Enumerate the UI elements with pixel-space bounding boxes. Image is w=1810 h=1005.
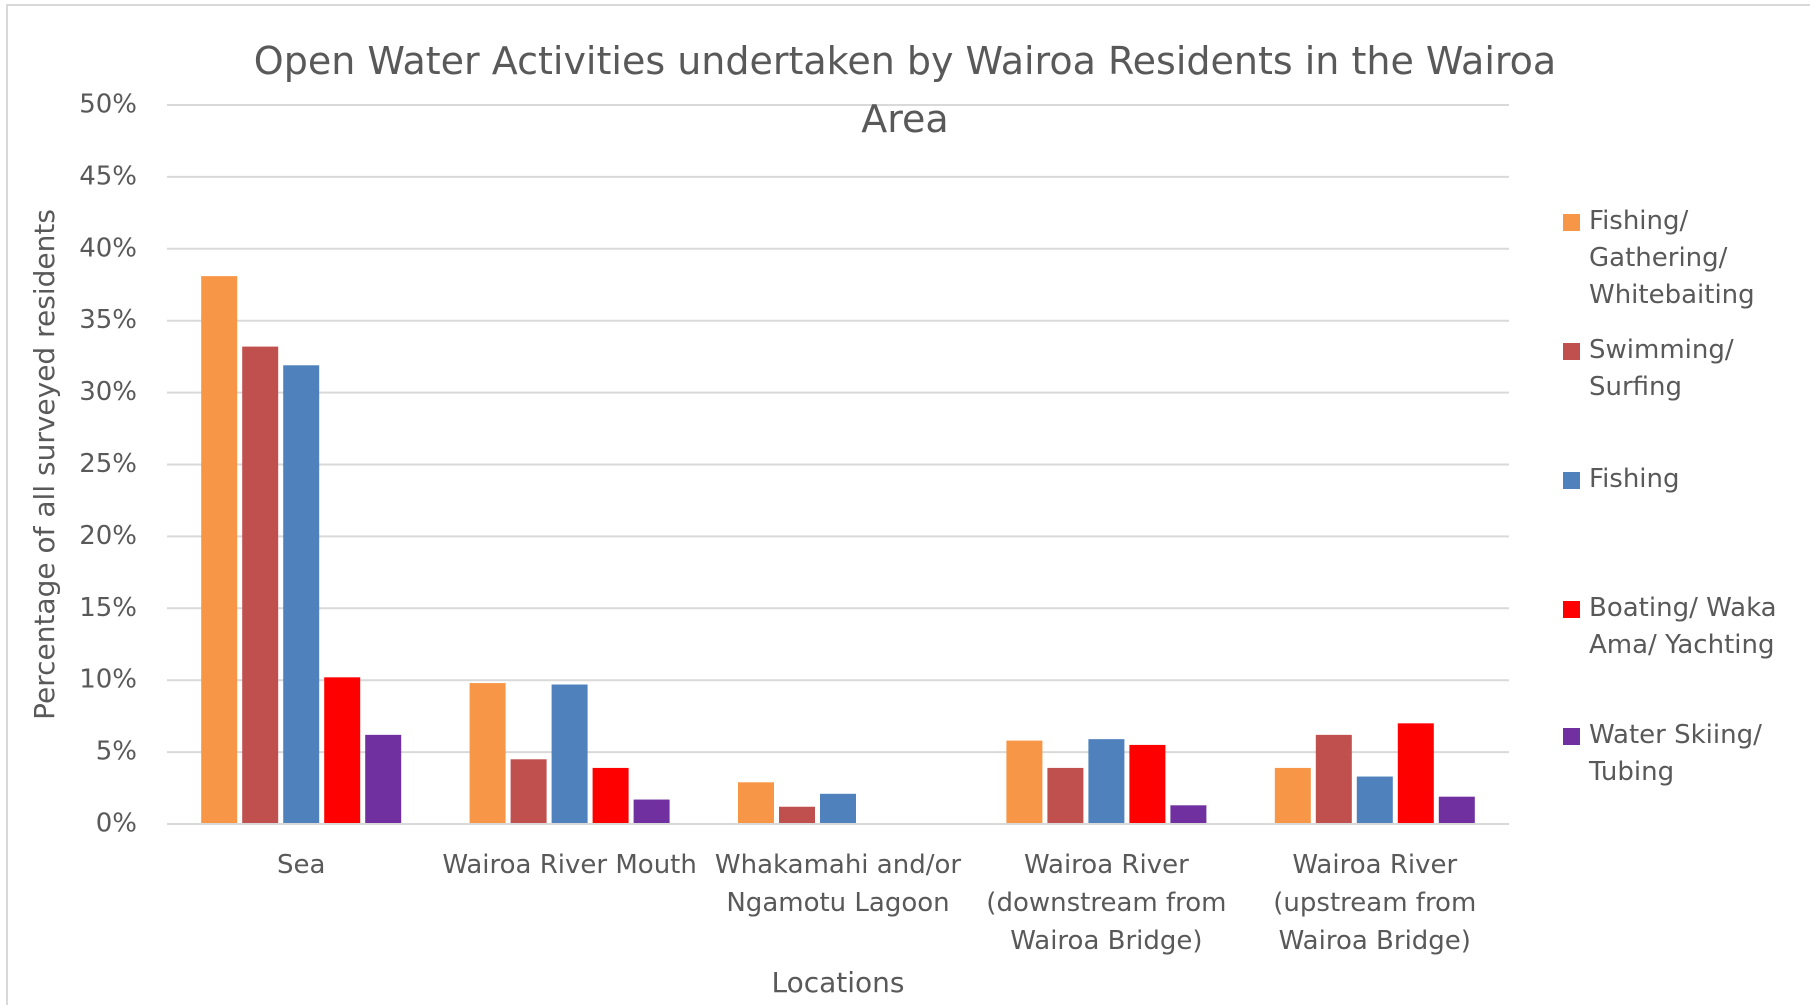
- bar: [1088, 739, 1125, 824]
- bar: [1170, 805, 1207, 824]
- legend-label: Water Skiing/ Tubing: [1589, 720, 1762, 787]
- legend-label: Boating/ Waka Ama/ Yachting: [1589, 593, 1777, 660]
- x-tick-label: Wairoa River Mouth: [442, 850, 697, 880]
- bar: [592, 767, 629, 824]
- bar: [779, 806, 815, 824]
- y-tick-label: 45%: [79, 161, 137, 191]
- legend-swatch: [1563, 343, 1580, 360]
- bar: [1274, 767, 1311, 824]
- bar: [820, 793, 856, 824]
- legend-swatch: [1563, 601, 1580, 618]
- bar: [242, 346, 279, 824]
- y-tick-label: 20%: [79, 521, 137, 551]
- y-tick-label: 10%: [79, 665, 137, 695]
- bar: [633, 799, 670, 824]
- bar: [1315, 734, 1352, 824]
- legend-swatch: [1563, 214, 1580, 231]
- bar: [1397, 723, 1434, 824]
- chart-frame: [6, 4, 1810, 1005]
- bar: [324, 677, 361, 824]
- y-tick-label: 0%: [96, 809, 137, 839]
- bar: [551, 684, 588, 824]
- y-axis-label: Percentage of all surveyed residents: [28, 209, 61, 720]
- x-tick-label: Wairoa River (upstream from Wairoa Bridg…: [1273, 850, 1477, 956]
- y-tick-label: 40%: [79, 233, 137, 263]
- bar: [283, 365, 320, 824]
- legend-swatch: [1563, 472, 1580, 489]
- legend-label: Fishing: [1589, 464, 1680, 494]
- bar: [1047, 767, 1084, 824]
- bar: [1356, 776, 1393, 824]
- bar: [1129, 744, 1166, 824]
- bar: [469, 683, 506, 824]
- y-tick-label: 50%: [79, 90, 137, 120]
- y-tick-label: 25%: [79, 449, 137, 479]
- y-tick-label: 30%: [79, 377, 137, 407]
- legend-label: Fishing/ Gathering/ Whitebaiting: [1589, 206, 1755, 310]
- x-axis-label: Locations: [771, 966, 905, 999]
- bar: [365, 734, 402, 824]
- y-tick-label: 35%: [79, 305, 137, 335]
- bar: [1438, 796, 1475, 824]
- bar: [201, 276, 238, 824]
- legend-swatch: [1563, 728, 1580, 745]
- chart-title: Open Water Activities undertaken by Wair…: [253, 39, 1557, 141]
- bar: [738, 782, 774, 824]
- bar: [510, 759, 547, 824]
- y-tick-label: 15%: [79, 593, 137, 623]
- bar: [1006, 740, 1043, 824]
- legend-label: Swimming/ Surfing: [1589, 335, 1734, 402]
- x-tick-label: Whakamahi and/or Ngamotu Lagoon: [714, 850, 962, 918]
- x-tick-label: Wairoa River (downstream from Wairoa Bri…: [986, 850, 1227, 956]
- y-tick-label: 5%: [96, 737, 137, 767]
- x-tick-label: Sea: [276, 850, 326, 880]
